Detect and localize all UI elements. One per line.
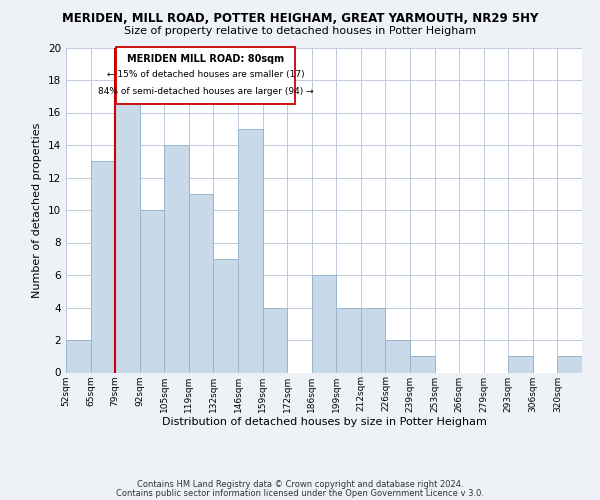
Bar <box>164 145 189 372</box>
X-axis label: Distribution of detached houses by size in Potter Heigham: Distribution of detached houses by size … <box>161 417 487 427</box>
Text: Contains public sector information licensed under the Open Government Licence v : Contains public sector information licen… <box>116 488 484 498</box>
Bar <box>214 259 238 372</box>
Bar <box>140 210 164 372</box>
Bar <box>189 194 214 372</box>
Bar <box>557 356 582 372</box>
Text: MERIDEN MILL ROAD: 80sqm: MERIDEN MILL ROAD: 80sqm <box>127 54 284 64</box>
Bar <box>238 128 263 372</box>
Bar <box>410 356 434 372</box>
Bar <box>263 308 287 372</box>
Bar <box>361 308 385 372</box>
Bar <box>312 275 336 372</box>
Bar <box>508 356 533 372</box>
Y-axis label: Number of detached properties: Number of detached properties <box>32 122 43 298</box>
Bar <box>336 308 361 372</box>
Text: 84% of semi-detached houses are larger (94) →: 84% of semi-detached houses are larger (… <box>98 87 313 96</box>
FancyBboxPatch shape <box>116 46 295 104</box>
Text: MERIDEN, MILL ROAD, POTTER HEIGHAM, GREAT YARMOUTH, NR29 5HY: MERIDEN, MILL ROAD, POTTER HEIGHAM, GREA… <box>62 12 538 26</box>
Bar <box>115 96 140 372</box>
Bar <box>385 340 410 372</box>
Bar <box>66 340 91 372</box>
Text: Size of property relative to detached houses in Potter Heigham: Size of property relative to detached ho… <box>124 26 476 36</box>
Text: Contains HM Land Registry data © Crown copyright and database right 2024.: Contains HM Land Registry data © Crown c… <box>137 480 463 489</box>
Text: ← 15% of detached houses are smaller (17): ← 15% of detached houses are smaller (17… <box>107 70 304 79</box>
Bar <box>91 161 115 372</box>
